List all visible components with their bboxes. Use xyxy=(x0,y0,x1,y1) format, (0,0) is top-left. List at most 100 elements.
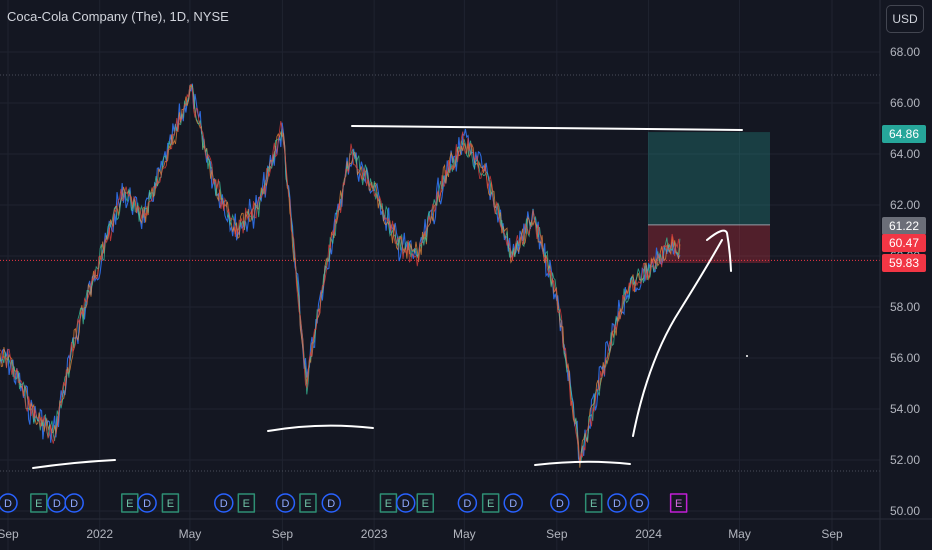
price-label-last: 59.83 xyxy=(882,254,926,272)
price-line xyxy=(0,84,681,467)
event-letter: E xyxy=(590,498,597,510)
price-label-current-marker: 61.22 xyxy=(882,217,926,235)
dividend-icon xyxy=(457,493,478,513)
earnings-marker[interactable]: E xyxy=(584,493,603,513)
dividend-icon xyxy=(321,493,342,513)
earnings-marker[interactable]: E xyxy=(416,493,435,513)
x-tick-label: Sep xyxy=(821,527,843,541)
y-tick-label: 58.00 xyxy=(890,300,920,314)
dividend-icon xyxy=(137,493,157,513)
dividend-marker[interactable]: D xyxy=(629,493,650,513)
arrow-shaft-drawing xyxy=(632,239,723,437)
event-letter: E xyxy=(304,498,311,510)
event-letter: D xyxy=(53,498,61,510)
arrow-head-drawing xyxy=(706,229,732,272)
dividend-marker[interactable]: D xyxy=(0,493,18,513)
earnings-icon xyxy=(416,493,435,513)
dividend-icon xyxy=(214,493,234,513)
currency-button[interactable]: USD xyxy=(886,5,924,33)
earnings-icon xyxy=(161,493,180,513)
event-letter: E xyxy=(675,498,682,510)
resistance-line-drawing xyxy=(351,125,743,131)
earnings-marker[interactable]: E xyxy=(121,493,139,513)
dividend-marker[interactable]: D xyxy=(607,493,627,513)
support-swoosh-1 xyxy=(32,459,116,469)
price-label-target: 64.86 xyxy=(882,125,926,143)
earnings-marker[interactable]: E xyxy=(299,493,317,513)
earnings-icon xyxy=(237,493,256,513)
dividend-marker[interactable]: D xyxy=(275,493,296,513)
y-tick-label: 66.00 xyxy=(890,96,920,110)
dividend-marker[interactable]: D xyxy=(214,493,234,513)
event-letter: D xyxy=(509,498,517,510)
x-tick-label: Sep xyxy=(272,527,294,541)
support-swoosh-3 xyxy=(534,460,631,466)
y-tick-label: 68.00 xyxy=(890,45,920,59)
y-tick-label: 62.00 xyxy=(890,198,920,212)
event-letter: E xyxy=(487,498,494,510)
x-tick-label: 2023 xyxy=(361,527,388,541)
dividend-marker[interactable]: D xyxy=(550,493,570,513)
y-tick-label: 54.00 xyxy=(890,402,920,416)
y-tick-label: 52.00 xyxy=(890,453,920,467)
earnings-marker[interactable]: E xyxy=(237,493,256,513)
earnings-marker[interactable]: E xyxy=(161,493,180,513)
event-letter: E xyxy=(167,498,174,510)
event-letter: D xyxy=(463,498,471,510)
dividend-icon xyxy=(275,493,296,513)
earnings-icon xyxy=(30,493,48,513)
event-letter: D xyxy=(4,498,12,510)
dividend-icon xyxy=(0,493,18,513)
dividend-icon xyxy=(629,493,650,513)
y-tick-label: 56.00 xyxy=(890,351,920,365)
dividend-marker[interactable]: D xyxy=(457,493,478,513)
event-letter: D xyxy=(220,498,228,510)
event-letter: E xyxy=(126,498,133,510)
drawings xyxy=(32,125,743,469)
x-tick-label: May xyxy=(728,527,751,541)
dividend-icon xyxy=(607,493,627,513)
earnings-icon xyxy=(121,493,139,513)
x-tick-label: Sep xyxy=(546,527,568,541)
grid xyxy=(0,0,880,550)
y-tick-label: 50.00 xyxy=(890,504,920,518)
upcoming-earnings-marker[interactable]: E xyxy=(669,493,688,513)
event-letter: D xyxy=(613,498,621,510)
event-letter: E xyxy=(385,498,392,510)
price-series xyxy=(0,83,681,468)
event-letter: D xyxy=(556,498,564,510)
event-letter: D xyxy=(402,498,410,510)
price-line xyxy=(0,83,681,465)
dividend-marker[interactable]: D xyxy=(321,493,342,513)
event-letter: E xyxy=(35,498,42,510)
earnings-icon xyxy=(669,493,688,513)
x-tick-label: May xyxy=(179,527,202,541)
event-letter: D xyxy=(143,498,151,510)
price-line xyxy=(0,83,681,468)
event-letter: D xyxy=(327,498,335,510)
earnings-marker[interactable]: E xyxy=(379,493,398,513)
dividend-icon xyxy=(395,493,416,513)
dot-mark xyxy=(746,355,748,357)
earnings-icon xyxy=(481,493,500,513)
earnings-marker[interactable]: E xyxy=(30,493,48,513)
dividend-marker[interactable]: D xyxy=(395,493,416,513)
event-letter: D xyxy=(636,498,644,510)
dividend-icon xyxy=(550,493,570,513)
dividend-marker[interactable]: D xyxy=(137,493,157,513)
earnings-marker[interactable]: E xyxy=(481,493,500,513)
long-position-profit-zone xyxy=(648,132,770,225)
x-tick-label: 2022 xyxy=(86,527,113,541)
event-letter: E xyxy=(422,498,429,510)
x-tick-label: Sep xyxy=(0,527,19,541)
y-tick-label: 64.00 xyxy=(890,147,920,161)
dividend-marker[interactable]: D xyxy=(64,493,84,513)
earnings-icon xyxy=(584,493,603,513)
event-letter: D xyxy=(281,498,289,510)
x-tick-label: May xyxy=(453,527,476,541)
dividend-marker[interactable]: D xyxy=(47,493,67,513)
dividend-marker[interactable]: D xyxy=(503,493,523,513)
price-line xyxy=(0,83,681,463)
